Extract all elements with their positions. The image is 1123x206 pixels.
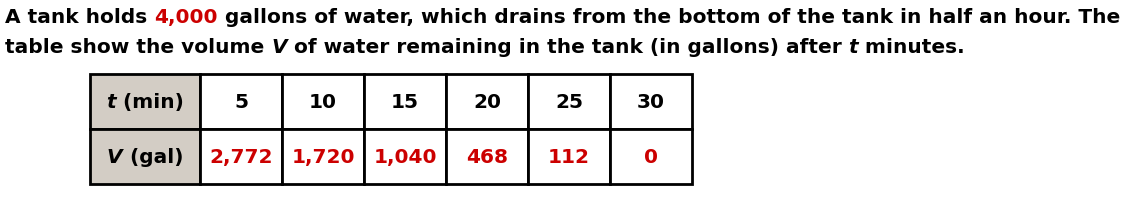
Bar xyxy=(528,75,610,129)
Bar xyxy=(90,75,200,129)
Bar xyxy=(282,75,364,129)
Text: t: t xyxy=(849,38,858,57)
Bar xyxy=(528,129,610,184)
Text: minutes.: minutes. xyxy=(858,38,965,57)
Text: gallons of water, which drains from the bottom of the tank in half an hour. The : gallons of water, which drains from the … xyxy=(218,8,1123,27)
Text: 0: 0 xyxy=(643,147,658,166)
Bar xyxy=(200,129,282,184)
Text: t: t xyxy=(107,92,116,111)
Bar xyxy=(610,75,692,129)
Text: (gal): (gal) xyxy=(122,147,183,166)
Text: 1,720: 1,720 xyxy=(291,147,355,166)
Text: 2,772: 2,772 xyxy=(209,147,273,166)
Text: 5: 5 xyxy=(234,92,248,111)
Text: 468: 468 xyxy=(466,147,508,166)
Text: 15: 15 xyxy=(391,92,419,111)
Text: of water remaining in the tank (in gallons) after: of water remaining in the tank (in gallo… xyxy=(286,38,849,57)
Bar xyxy=(282,129,364,184)
Bar xyxy=(610,129,692,184)
Text: V: V xyxy=(107,147,122,166)
Text: V: V xyxy=(272,38,286,57)
Text: 1,040: 1,040 xyxy=(373,147,437,166)
Bar xyxy=(446,129,528,184)
Bar xyxy=(364,129,446,184)
Bar xyxy=(200,75,282,129)
Text: 10: 10 xyxy=(309,92,337,111)
Bar xyxy=(90,129,200,184)
Text: 4,000: 4,000 xyxy=(154,8,218,27)
Text: 112: 112 xyxy=(548,147,590,166)
Text: 20: 20 xyxy=(473,92,501,111)
Bar xyxy=(446,75,528,129)
Bar xyxy=(364,75,446,129)
Text: table show the volume: table show the volume xyxy=(4,38,272,57)
Text: (min): (min) xyxy=(116,92,184,111)
Text: 25: 25 xyxy=(555,92,583,111)
Text: 30: 30 xyxy=(637,92,665,111)
Text: A tank holds: A tank holds xyxy=(4,8,154,27)
